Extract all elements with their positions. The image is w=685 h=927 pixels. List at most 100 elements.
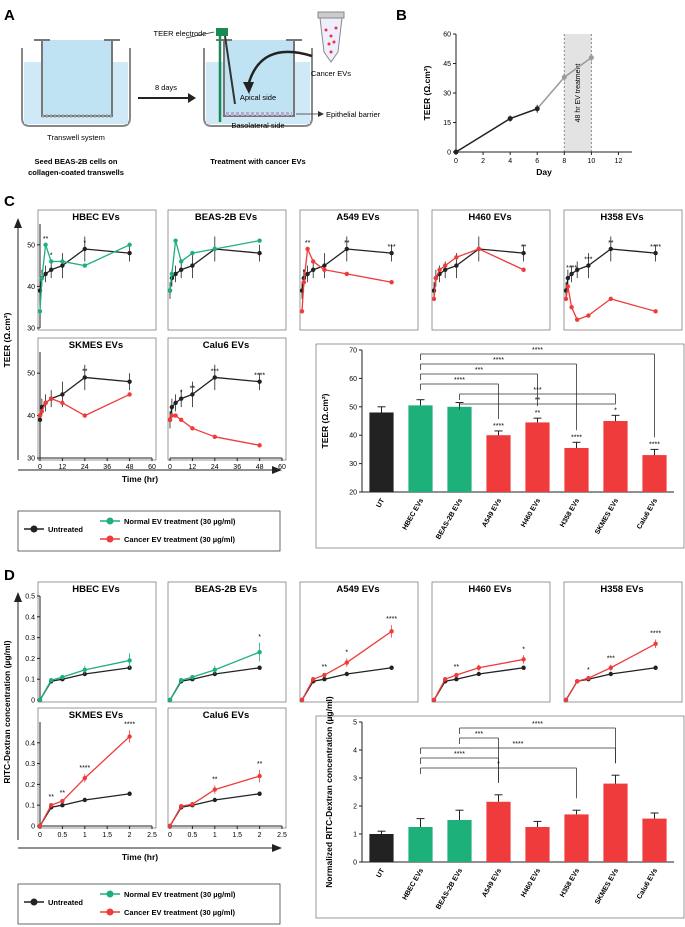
c-bar-y-tick-label: 60 (349, 376, 357, 383)
c-line-6-treated-point (179, 417, 184, 423)
c-line-4-treated-point (575, 317, 580, 322)
c-line-5-treated-point (43, 400, 48, 406)
c-line-6-sig-stars: ** (190, 385, 196, 392)
c-line-2-treated-point (305, 246, 310, 252)
c-line-3-untreated-point (454, 263, 459, 268)
d-line-3-treated-point (443, 677, 448, 682)
d-line-5-y-tick-label: 0.4 (25, 740, 35, 747)
c-line-0-untreated-segment (84, 248, 130, 254)
c-line-5-treated-point (82, 413, 88, 418)
legend-d-normal: Normal EV treatment (30 µg/ml) (124, 890, 236, 899)
c-line-0-y-tick-label: 30 (27, 326, 35, 333)
c-line-4-frame (563, 209, 683, 331)
c-line-6-x-tick-label: 36 (233, 464, 241, 471)
c-line-5-x-tick-label: 24 (81, 464, 89, 471)
c-line-6-x-tick-label: 48 (256, 464, 264, 471)
d-line-1-frame (167, 581, 287, 703)
d-line-6-sig-stars: ** (212, 776, 218, 783)
c-line-6-treated-segment (214, 436, 260, 446)
c-line-0-untreated-point (82, 246, 88, 252)
c-bar-y-tick-label: 40 (349, 433, 357, 440)
d-bar-bracket-stars: **** (513, 741, 524, 748)
c-line-2-title: A549 EVs (336, 212, 379, 223)
d-line-4-untreated-point (608, 671, 613, 677)
c-bar-bracket-stars: **** (493, 357, 504, 364)
electrode-inner (224, 35, 236, 105)
b-y-tick-label: 15 (443, 120, 451, 127)
b-data-point (534, 106, 540, 112)
legend-d-untreated: Untreated (48, 898, 83, 907)
c-line-5-treated-point (49, 396, 54, 401)
c-line-6-treated-segment (180, 419, 193, 429)
seed-text-1: Seed BEAS-2B cells on (35, 157, 118, 166)
c-line-5-treated-point (39, 409, 45, 414)
d-line-x-label: Time (hr) (122, 852, 158, 862)
c-line-1-untreated-segment (192, 248, 216, 267)
c-line-5-untreated-point (127, 379, 132, 384)
d-line-3-sig-stars: ** (454, 664, 460, 671)
d-line-3-treated-point (521, 657, 526, 662)
days-label: 8 days (155, 83, 177, 92)
c-line-3-untreated-point (443, 267, 448, 272)
d-line-2-untreated-segment (324, 673, 347, 680)
d-line-6-sig-stars: ** (257, 761, 263, 768)
d-line-1-treated-point (179, 678, 184, 683)
c-line-0-untreated-point (43, 271, 48, 277)
c-bar-bar-stars: **** (649, 441, 660, 448)
c-line-2-untreated-point (322, 263, 327, 268)
c-bar-bar-stars: ** (535, 410, 541, 417)
panel-a-schematic: Transwell system Seed BEAS-2B cells on c… (21, 11, 381, 177)
c-line-1-untreated-point (173, 271, 178, 277)
d-line-5-untreated-segment (62, 799, 85, 806)
c-line-4-treated-segment (610, 298, 656, 312)
c-line-6-untreated-point (169, 404, 175, 410)
c-line-4-sig-stars: *** (584, 257, 592, 264)
b-y-tick-label: 45 (443, 61, 451, 68)
teer-electrode-label: TEER electrode (154, 29, 207, 38)
c-line-5-treated-point (37, 413, 43, 418)
d-line-5-y-tick-label: 0.3 (25, 761, 35, 768)
c-line-3-untreated-point (521, 250, 526, 256)
c-line-6-title: Calu6 EVs (203, 340, 249, 351)
d-bar-bar (525, 827, 550, 862)
c-line-2-treated-point (301, 280, 307, 285)
c-line-2-treated-point (344, 271, 349, 277)
d-line-5-treated-segment (61, 777, 86, 802)
c-bar-bar (447, 406, 472, 492)
d-line-0-y-tick-label: 0 (31, 698, 35, 705)
c-bar-bracket-stars: *** (533, 387, 541, 394)
d-line-5-untreated-point (82, 797, 88, 803)
d-line-2-treated-segment (324, 661, 348, 676)
b-y-tick-label: 0 (447, 150, 451, 157)
basolateral-label: Basolateral side (231, 121, 284, 130)
b-x-tick-label: 10 (587, 158, 595, 165)
d-line-3-title: H460 EVs (468, 584, 511, 595)
d-line-6-x-tick-label: 1.5 (232, 832, 242, 839)
transwell-system-label: Transwell system (47, 133, 105, 142)
c-bar-bar-stars: **** (571, 434, 582, 441)
c-line-1-treated-segment (174, 240, 182, 262)
d-line-5-title: SKMES EVs (69, 710, 123, 721)
d-line-2-treated-point (389, 629, 394, 634)
c-line-2-treated-segment (301, 282, 305, 312)
c-line-0-treated-point (37, 309, 43, 314)
c-line-1-treated-point (169, 271, 175, 277)
c-line-0-frame (37, 209, 157, 331)
c-line-2-untreated-point (389, 250, 394, 256)
d-line-3-untreated-segment (478, 667, 524, 675)
d-line-5-x-tick-label: 0.5 (58, 832, 68, 839)
d-bar-y-tick-label: 0 (353, 860, 357, 867)
c-bar-bar-stars: * (614, 407, 617, 414)
d-line-0-y-tick-label: 0.2 (25, 656, 35, 663)
b-treatment-shade (564, 34, 592, 152)
d-bar-bracket-stars: *** (475, 731, 483, 738)
d-line-2-sig-stars: **** (386, 616, 397, 623)
d-line-0-treated-point (37, 697, 43, 703)
c-bar-y-tick-label: 20 (349, 490, 357, 497)
c-line-5-x-tick-label: 60 (148, 464, 156, 471)
b-annotation: 48 hr EV treatment (575, 64, 582, 123)
c-line-4-untreated-point (575, 267, 580, 272)
d-bar-bar (603, 783, 628, 862)
